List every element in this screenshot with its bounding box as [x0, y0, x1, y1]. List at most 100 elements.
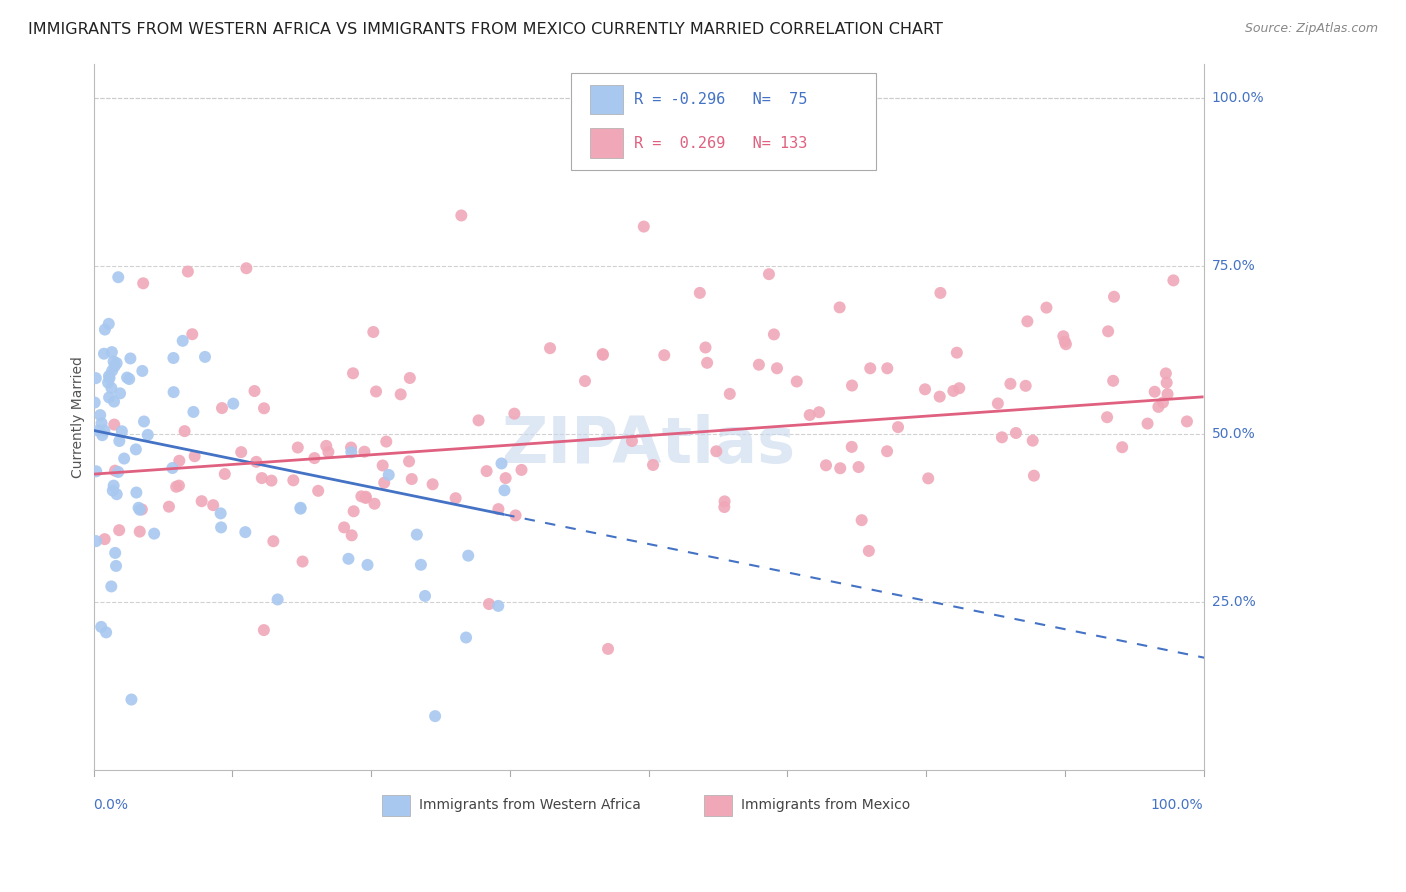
- Point: [103, 359, 125, 374]
- Point: [574, 374, 596, 388]
- Point: [87, 424, 110, 438]
- Point: [695, 341, 717, 355]
- Point: [457, 549, 479, 563]
- Point: [389, 387, 412, 401]
- Point: [93, 424, 115, 438]
- Point: [120, 351, 142, 366]
- Point: [363, 497, 385, 511]
- Point: [103, 417, 125, 432]
- Point: [89, 408, 111, 422]
- Point: [652, 348, 675, 362]
- Point: [350, 489, 373, 503]
- Point: [1005, 425, 1028, 440]
- Point: [401, 472, 423, 486]
- Point: [162, 385, 184, 400]
- Point: [354, 490, 377, 504]
- Point: [713, 500, 735, 514]
- Point: [253, 623, 276, 637]
- Point: [103, 478, 125, 492]
- Point: [914, 382, 936, 396]
- Point: [887, 420, 910, 434]
- Point: [689, 285, 711, 300]
- Point: [1017, 314, 1039, 328]
- Point: [84, 371, 107, 385]
- Point: [1000, 376, 1022, 391]
- Point: [340, 441, 363, 455]
- Point: [450, 209, 472, 223]
- Bar: [589, 128, 623, 158]
- Point: [363, 325, 385, 339]
- Point: [718, 387, 741, 401]
- Point: [84, 534, 107, 549]
- Bar: [704, 795, 731, 816]
- Point: [183, 405, 205, 419]
- Text: Source: ZipAtlas.com: Source: ZipAtlas.com: [1244, 22, 1378, 36]
- Point: [1052, 329, 1074, 343]
- Point: [830, 461, 852, 475]
- Point: [128, 524, 150, 539]
- Point: [377, 467, 399, 482]
- Point: [851, 513, 873, 527]
- Point: [1097, 324, 1119, 338]
- Point: [107, 270, 129, 285]
- Point: [90, 620, 112, 634]
- Point: [596, 641, 619, 656]
- Point: [120, 692, 142, 706]
- Point: [413, 589, 436, 603]
- Point: [101, 364, 124, 378]
- Point: [181, 327, 204, 342]
- Point: [214, 467, 236, 481]
- Text: R =  0.269   N= 133: R = 0.269 N= 133: [634, 136, 807, 151]
- Point: [235, 261, 257, 276]
- Text: 100.0%: 100.0%: [1152, 798, 1204, 812]
- Point: [505, 508, 527, 523]
- Point: [828, 301, 851, 315]
- Point: [814, 458, 837, 473]
- Text: 50.0%: 50.0%: [1212, 426, 1256, 441]
- Point: [633, 219, 655, 234]
- Point: [748, 358, 770, 372]
- Point: [105, 487, 128, 501]
- Point: [101, 345, 124, 359]
- Point: [243, 384, 266, 398]
- Point: [190, 494, 212, 508]
- Point: [928, 390, 950, 404]
- Point: [167, 478, 190, 492]
- Point: [917, 471, 939, 485]
- Point: [104, 464, 127, 478]
- Text: Immigrants from Western Africa: Immigrants from Western Africa: [419, 798, 641, 813]
- Point: [101, 483, 124, 498]
- Point: [704, 444, 727, 458]
- Point: [93, 532, 115, 546]
- Point: [409, 558, 432, 572]
- Point: [858, 544, 880, 558]
- Point: [354, 491, 377, 505]
- Point: [1111, 440, 1133, 454]
- Point: [262, 534, 284, 549]
- Point: [318, 445, 340, 459]
- Point: [209, 520, 232, 534]
- Point: [356, 558, 378, 572]
- Point: [105, 558, 128, 573]
- Point: [94, 322, 117, 336]
- Point: [245, 455, 267, 469]
- Point: [991, 430, 1014, 444]
- Point: [287, 441, 309, 455]
- Point: [143, 526, 166, 541]
- Point: [398, 371, 420, 385]
- Point: [1143, 384, 1166, 399]
- Point: [162, 351, 184, 365]
- Point: [373, 475, 395, 490]
- Point: [98, 371, 121, 385]
- Point: [260, 474, 283, 488]
- Text: Immigrants from Mexico: Immigrants from Mexico: [741, 798, 910, 813]
- Text: 100.0%: 100.0%: [1212, 91, 1264, 104]
- Point: [1175, 414, 1198, 428]
- Point: [859, 361, 882, 376]
- Point: [1152, 395, 1174, 409]
- Bar: [382, 795, 411, 816]
- Point: [808, 405, 831, 419]
- Point: [343, 504, 366, 518]
- Point: [491, 457, 513, 471]
- Point: [315, 439, 337, 453]
